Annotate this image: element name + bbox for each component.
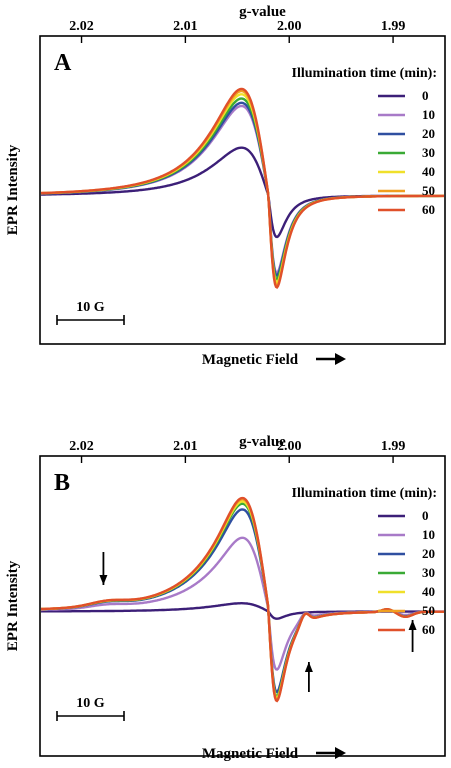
legend-label-0: 0 [422, 88, 429, 103]
legend-label-20: 20 [422, 126, 435, 141]
legend-title: Illumination time (min): [292, 486, 437, 501]
g-value-axis-title: g-value [239, 434, 286, 450]
legend-label-10: 10 [422, 107, 435, 122]
top-tick-label: 2.01 [173, 439, 198, 454]
feature-arrow-left-head [99, 575, 108, 585]
series-line-60 [41, 87, 444, 289]
top-tick-label: 1.99 [381, 439, 406, 454]
x-axis-label: Magnetic Field [202, 746, 299, 762]
legend-label-60: 60 [422, 202, 435, 217]
series-line-40 [41, 500, 444, 700]
plot-frame [39, 455, 446, 757]
legend-label-30: 30 [422, 145, 435, 160]
panel-label: A [54, 50, 72, 76]
feature-arrow-right-head [408, 620, 417, 630]
scale-bar-label: 10 G [76, 696, 105, 711]
series-line-60 [41, 496, 444, 703]
series-line-0 [41, 146, 444, 239]
x-axis-label: Magnetic Field [202, 352, 299, 368]
top-tick-label: 2.00 [277, 19, 302, 34]
panel-B: g-value 2.02 2.01 2.00 1.99 B EPR Intensity Mag… [5, 434, 446, 762]
y-axis-label: EPR Intensity [5, 144, 21, 235]
x-direction-arrow-head [335, 353, 346, 365]
top-tick-label: 2.00 [277, 439, 302, 454]
legend-label-50: 50 [422, 603, 435, 618]
legend-label-60: 60 [422, 622, 435, 637]
feature-arrow-middle-head [304, 662, 313, 672]
top-tick-label: 2.02 [69, 19, 94, 34]
y-axis-label: EPR Intensity [5, 560, 21, 651]
top-tick-label: 2.01 [173, 19, 198, 34]
top-tick-label: 2.02 [69, 439, 94, 454]
legend-label-40: 40 [422, 584, 435, 599]
legend-label-0: 0 [422, 508, 429, 523]
panel-A: g-value 2.02 2.01 2.00 1.99 A EPR Intensity Mag… [5, 4, 446, 368]
x-direction-arrow-head [335, 747, 346, 759]
panel-label: B [54, 470, 70, 496]
legend-title: Illumination time (min): [292, 66, 437, 81]
plot-frame [39, 35, 446, 345]
legend-label-30: 30 [422, 565, 435, 580]
legend-label-10: 10 [422, 527, 435, 542]
scale-bar-label: 10 G [76, 300, 105, 315]
legend-label-40: 40 [422, 164, 435, 179]
legend-label-50: 50 [422, 183, 435, 198]
top-tick-label: 1.99 [381, 19, 406, 34]
g-value-axis-title: g-value [239, 4, 286, 20]
legend-label-20: 20 [422, 546, 435, 561]
series-line-50 [41, 498, 444, 702]
